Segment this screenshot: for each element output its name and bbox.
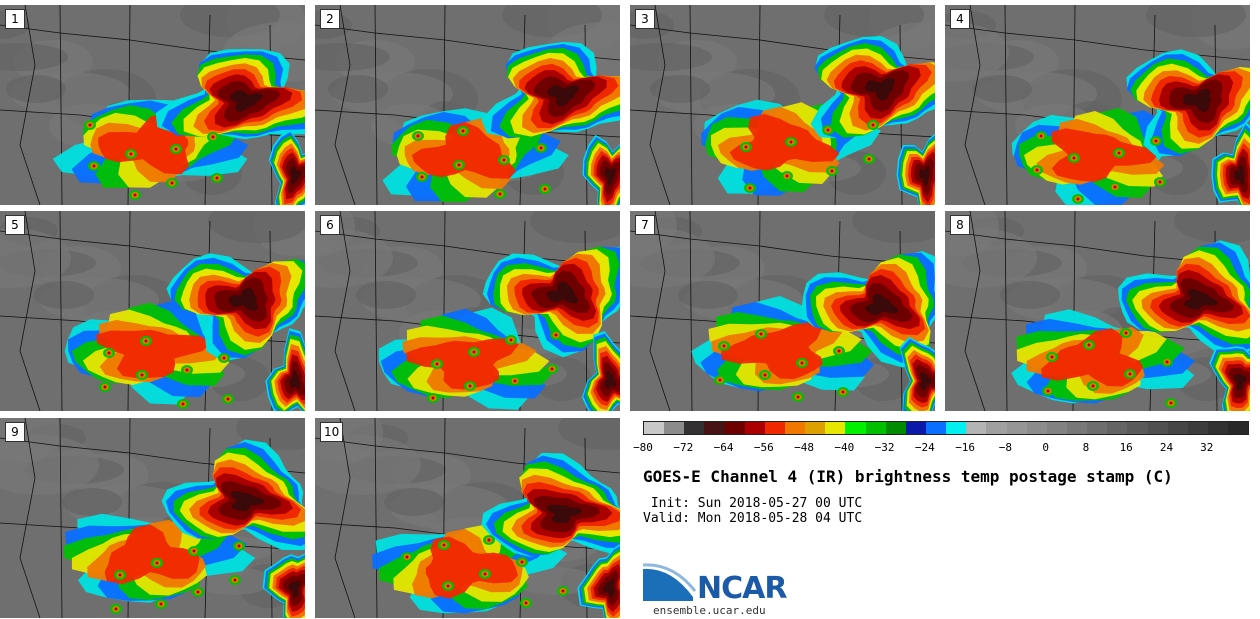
colorbar-segment bbox=[1087, 422, 1108, 434]
ncar-logo-icon bbox=[643, 563, 697, 601]
colorbar-segment bbox=[1006, 422, 1027, 434]
colorbar-segment bbox=[1026, 422, 1047, 434]
panel-number: 8 bbox=[950, 215, 970, 235]
colorbar-tick-labels: −80 −72 −64 −56 −48 −40 −32 −24 −16 −8 0 8 16 24 32 bbox=[633, 441, 1247, 455]
colorbar-segment bbox=[986, 422, 1007, 434]
colorbar-segment bbox=[1167, 422, 1188, 434]
colorbar-segment bbox=[805, 422, 826, 434]
ir-map-8 bbox=[945, 211, 1250, 411]
colorbar-segment bbox=[784, 422, 806, 434]
figure-title: GOES-E Channel 4 (IR) brightness temp po… bbox=[643, 467, 1173, 486]
panel-number: 6 bbox=[320, 215, 340, 235]
colorbar-segment bbox=[946, 422, 967, 434]
colorbar-segment bbox=[1207, 422, 1229, 434]
ncar-wordmark: NCAR bbox=[697, 571, 787, 606]
stamp-panel-1: 1 bbox=[0, 5, 305, 205]
colorbar-tick: −64 bbox=[713, 441, 734, 454]
colorbar-tick: −40 bbox=[834, 441, 855, 454]
colorbar-tick: 16 bbox=[1119, 441, 1133, 454]
temperature-colorbar bbox=[643, 421, 1249, 435]
colorbar-segment bbox=[1228, 422, 1249, 434]
panel-number: 5 bbox=[5, 215, 25, 235]
ir-map-10 bbox=[315, 418, 620, 618]
colorbar-segment bbox=[744, 422, 765, 434]
colorbar-segment bbox=[724, 422, 745, 434]
colorbar-tick: 8 bbox=[1082, 441, 1090, 454]
ir-map-4 bbox=[945, 5, 1250, 205]
colorbar-tick: −24 bbox=[914, 441, 935, 454]
colorbar-segment bbox=[644, 422, 665, 434]
colorbar-segment bbox=[1147, 422, 1168, 434]
stamp-panel-5: 5 bbox=[0, 211, 305, 411]
stamp-panel-9: 9 bbox=[0, 418, 305, 618]
ir-map-9 bbox=[0, 418, 305, 618]
colorbar-segment bbox=[1187, 422, 1208, 434]
colorbar-segment bbox=[1107, 422, 1128, 434]
panel-number: 1 bbox=[5, 9, 25, 29]
colorbar-tick: 0 bbox=[1042, 441, 1049, 454]
ir-map-7 bbox=[630, 211, 935, 411]
ir-map-2 bbox=[315, 5, 620, 205]
colorbar-tick: −72 bbox=[673, 441, 694, 454]
panel-number: 10 bbox=[320, 422, 344, 442]
colorbar-segment bbox=[1046, 422, 1067, 434]
colorbar-tick: −56 bbox=[753, 441, 774, 454]
panel-number: 9 bbox=[5, 422, 25, 442]
panel-number: 7 bbox=[635, 215, 655, 235]
stamp-panel-7: 7 bbox=[630, 211, 935, 411]
colorbar-segment bbox=[885, 422, 906, 434]
colorbar-segment bbox=[925, 422, 947, 434]
colorbar-segment bbox=[704, 422, 725, 434]
stamp-panel-4: 4 bbox=[945, 5, 1250, 205]
colorbar-tick: 32 bbox=[1200, 441, 1214, 454]
colorbar-segment bbox=[1127, 422, 1148, 434]
colorbar-tick: −48 bbox=[794, 441, 814, 454]
colorbar-tick: 24 bbox=[1159, 441, 1174, 454]
colorbar-segment bbox=[865, 422, 886, 434]
logo-url: ensemble.ucar.edu bbox=[653, 604, 766, 617]
stamp-panel-8: 8 bbox=[945, 211, 1250, 411]
valid-time: Valid: Mon 2018-05-28 04 UTC bbox=[643, 511, 863, 526]
ir-map-6 bbox=[315, 211, 620, 411]
stamp-panel-6: 6 bbox=[315, 211, 620, 411]
colorbar-segment bbox=[684, 422, 705, 434]
init-time: Init: Sun 2018-05-27 00 UTC bbox=[643, 496, 863, 511]
panel-number: 2 bbox=[320, 9, 340, 29]
colorbar-segment bbox=[905, 422, 926, 434]
stamp-panel-3: 3 bbox=[630, 5, 935, 205]
colorbar-segment bbox=[1066, 422, 1088, 434]
panel-number: 3 bbox=[635, 9, 655, 29]
colorbar-tick: −16 bbox=[955, 441, 976, 454]
colorbar-segment bbox=[764, 422, 785, 434]
colorbar-tick: −32 bbox=[874, 441, 895, 454]
colorbar-segment bbox=[664, 422, 685, 434]
stamp-panel-2: 2 bbox=[315, 5, 620, 205]
colorbar-tick: −8 bbox=[998, 441, 1013, 454]
colorbar-segment bbox=[825, 422, 846, 434]
stamp-panel-10: 10 bbox=[315, 418, 620, 618]
colorbar-segment bbox=[845, 422, 866, 434]
ir-map-3 bbox=[630, 5, 935, 205]
panel-number: 4 bbox=[950, 9, 970, 29]
ir-map-5 bbox=[0, 211, 305, 411]
ir-map-1 bbox=[0, 5, 305, 205]
colorbar-tick: −80 bbox=[633, 441, 653, 454]
colorbar-segment bbox=[966, 422, 987, 434]
